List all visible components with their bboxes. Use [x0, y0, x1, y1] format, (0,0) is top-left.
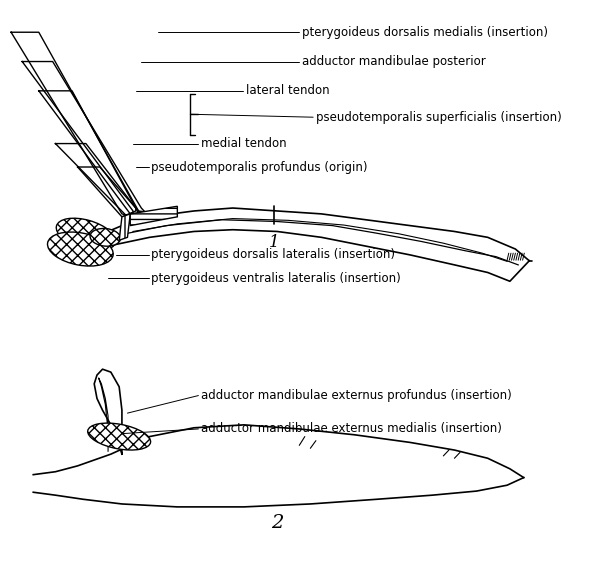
Text: adductor mandibulae externus profundus (insertion): adductor mandibulae externus profundus (…: [201, 389, 512, 402]
Text: adductor mandibulae externus medialis (insertion): adductor mandibulae externus medialis (i…: [201, 423, 502, 435]
Ellipse shape: [47, 232, 113, 266]
Text: pterygoideus dorsalis lateralis (insertion): pterygoideus dorsalis lateralis (inserti…: [151, 248, 395, 261]
Text: pterygoideus ventralis lateralis (insertion): pterygoideus ventralis lateralis (insert…: [151, 272, 401, 285]
Text: 1: 1: [269, 234, 280, 251]
Text: pseudotemporalis superficialis (insertion): pseudotemporalis superficialis (insertio…: [316, 111, 562, 124]
Text: lateral tendon: lateral tendon: [245, 84, 329, 97]
Polygon shape: [130, 206, 178, 226]
Polygon shape: [119, 214, 130, 240]
Text: medial tendon: medial tendon: [201, 137, 287, 150]
Text: adductor mandibulae posterior: adductor mandibulae posterior: [302, 55, 486, 68]
Ellipse shape: [56, 218, 116, 251]
Ellipse shape: [88, 423, 151, 450]
Ellipse shape: [90, 229, 121, 246]
Text: 2: 2: [271, 515, 283, 532]
Text: pterygoideus dorsalis medialis (insertion): pterygoideus dorsalis medialis (insertio…: [302, 26, 548, 39]
Text: pseudotemporalis profundus (origin): pseudotemporalis profundus (origin): [151, 161, 368, 173]
